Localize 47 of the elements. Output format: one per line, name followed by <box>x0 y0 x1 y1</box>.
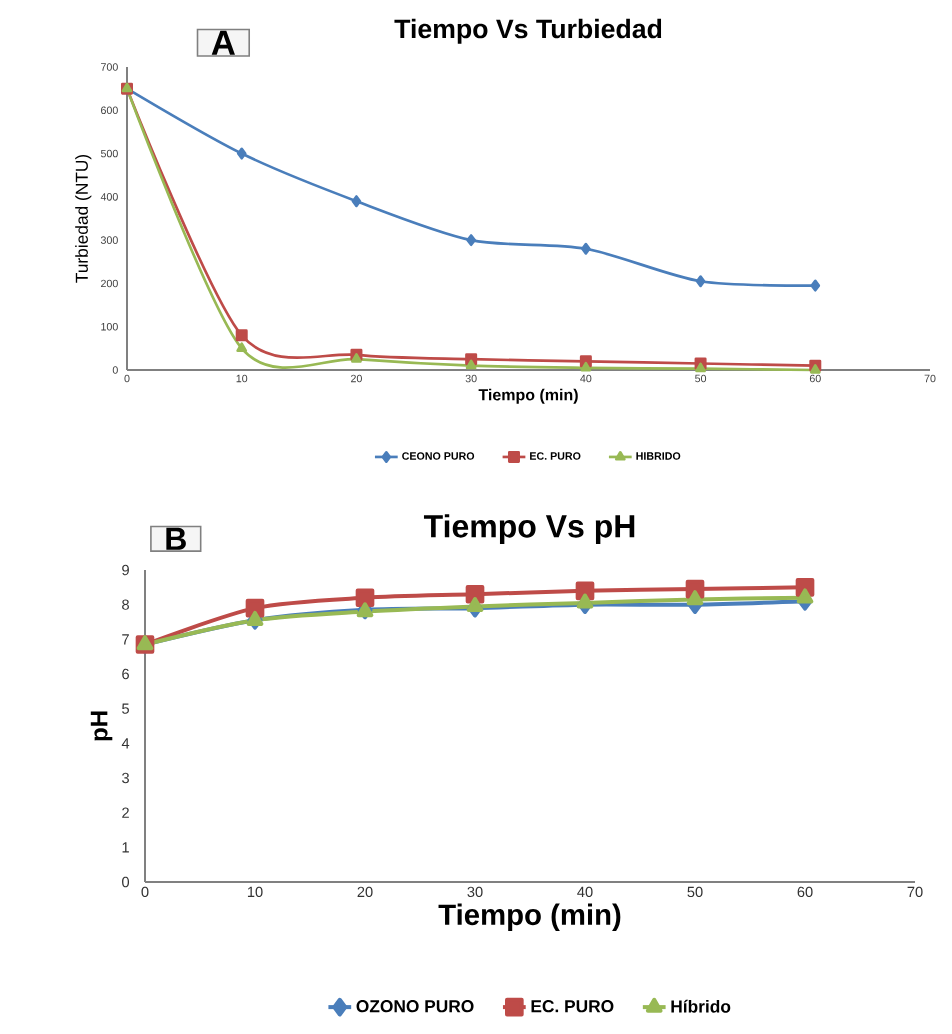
x-tick-label: 10 <box>247 886 263 898</box>
y-tick-label: 500 <box>100 149 118 158</box>
y-tick-label: 100 <box>101 322 118 331</box>
y-tick-label: 700 <box>101 63 118 71</box>
y-tick-label: 8 <box>122 599 129 610</box>
x-tick-label: 70 <box>907 886 923 898</box>
x-tick-label: 10 <box>236 374 248 383</box>
legend-label: HIBRIDO <box>636 452 681 460</box>
y-tick-label: 3 <box>122 772 129 784</box>
x-axis-title: Tiempo (min) <box>438 903 621 931</box>
chart-title: Tiempo Vs Turbiedad <box>394 18 662 44</box>
legend-label: CEONO PURO <box>402 452 475 460</box>
text: B <box>166 527 186 550</box>
x-tick-label: 20 <box>357 886 373 898</box>
x-tick-label: 50 <box>687 886 703 898</box>
x-tick-label: 60 <box>797 886 813 898</box>
x-tick-label: 30 <box>467 886 483 898</box>
y-tick-label: 400 <box>100 193 118 201</box>
x-axis-title: Tiempo (min) <box>478 388 578 404</box>
y-tick-label: 7 <box>122 634 129 645</box>
y-tick-label: 2 <box>122 807 129 818</box>
legend-label: Híbrido <box>671 999 731 1013</box>
chart-title: Tiempo Vs pH <box>423 514 635 544</box>
x-tick-label: 30 <box>465 374 477 383</box>
x-tick-label: 40 <box>580 374 592 383</box>
y-tick-label: 0 <box>122 876 130 888</box>
y-tick-label: 0 <box>112 366 118 374</box>
legend-label: EC. PURO <box>530 452 581 460</box>
y-tick-label: 9 <box>122 564 129 576</box>
x-tick-label: 40 <box>577 886 593 898</box>
y-tick-label: 600 <box>101 106 118 115</box>
x-tick-label: 0 <box>141 886 149 898</box>
legend-label: EC. PURO <box>531 1000 614 1013</box>
y-tick-label: 300 <box>100 236 118 244</box>
x-tick-label: 20 <box>351 374 362 383</box>
y-tick-label: 5 <box>122 703 129 714</box>
x-tick-label: 70 <box>924 374 936 383</box>
y-tick-label: 6 <box>122 668 129 680</box>
x-tick-label: 50 <box>695 374 707 383</box>
x-tick-label: 60 <box>809 374 821 383</box>
y-axis-title: pH <box>90 711 113 741</box>
text: A <box>211 30 235 55</box>
y-tick-label: 4 <box>121 738 130 749</box>
y-tick-label: 1 <box>122 842 129 853</box>
y-tick-label: 200 <box>101 279 118 288</box>
y-axis-title: Turbiedad (NTU) <box>75 154 92 283</box>
legend-label: OZONO PURO <box>356 1000 474 1013</box>
